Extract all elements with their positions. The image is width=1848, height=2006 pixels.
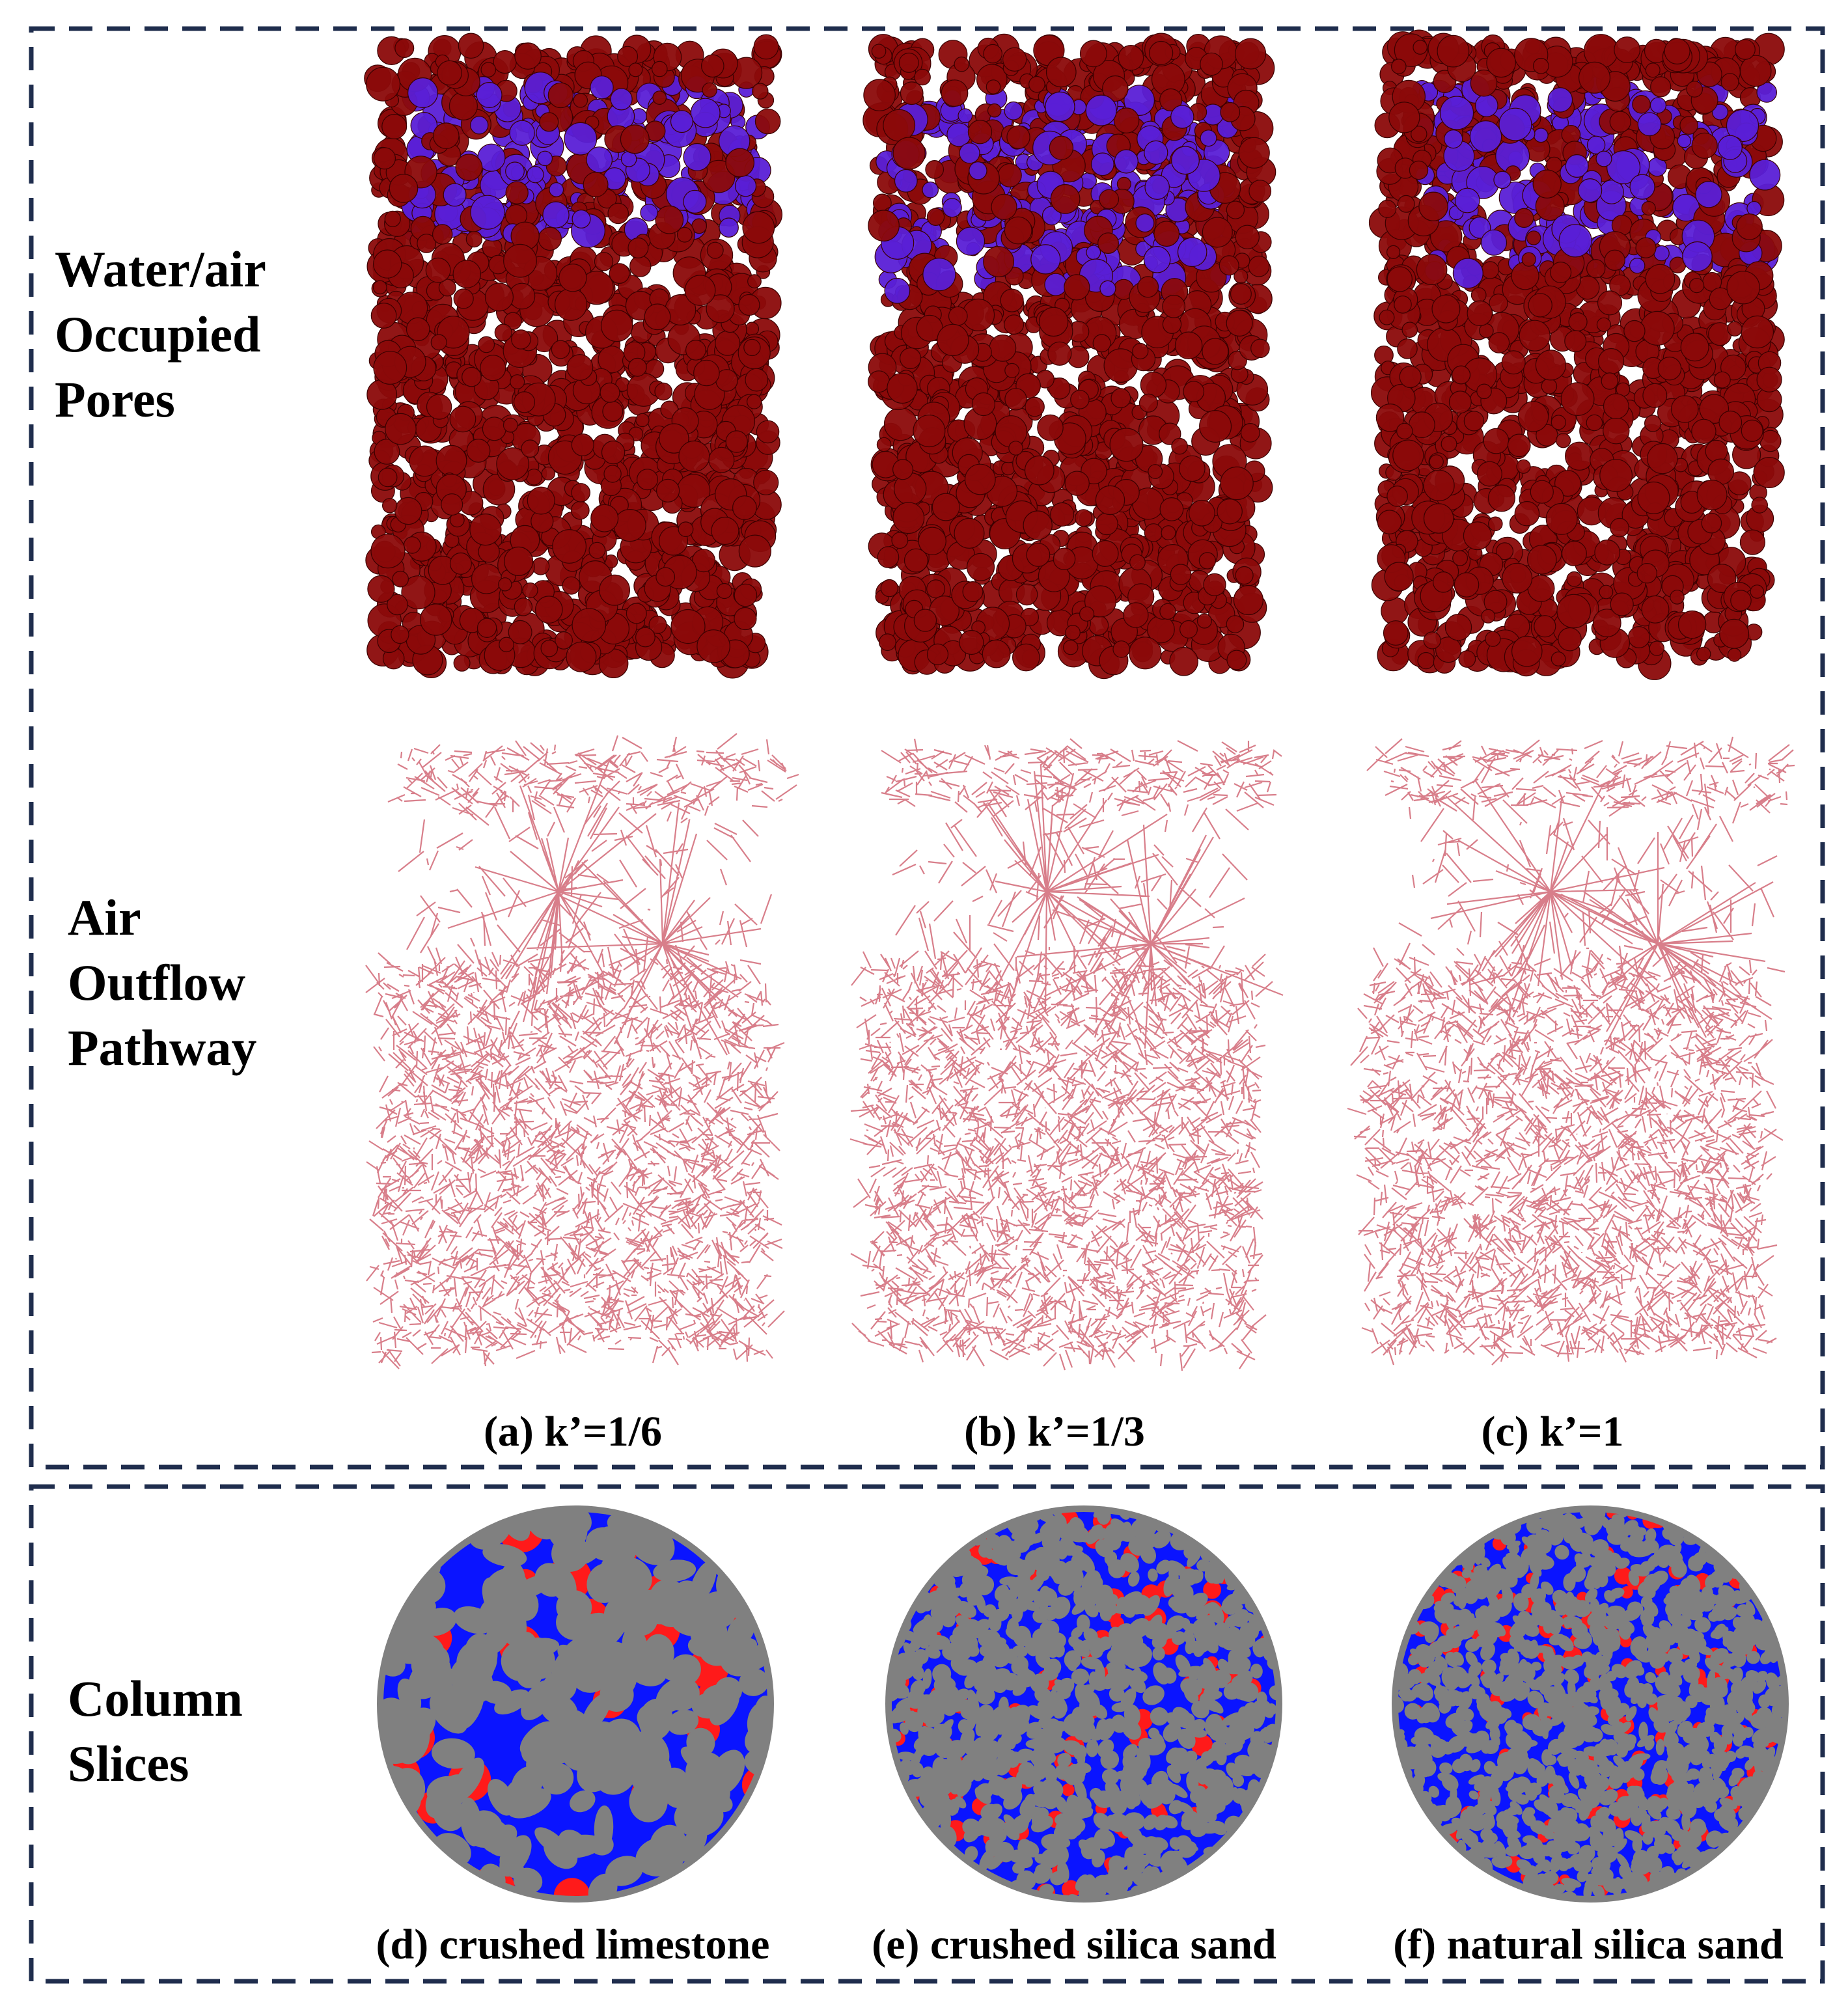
caption-b: (b) k’=1/3 [964,1408,1145,1455]
top-panel-frame [29,26,1825,1470]
pore-renderings [364,29,1785,680]
pathway-renderings [365,733,1795,1371]
row-label-pores-line1: Water/air [55,241,266,297]
row-label-pathway: Air Outflow Pathway [68,885,256,1080]
column-slice-3 [1395,1509,1786,1899]
column-slice-rim-2 [885,1505,1282,1903]
row-label-pathway-line1: Air [68,889,141,946]
pathway-network-1 [365,733,799,1369]
row-label-pores: Water/air Occupied Pores [55,237,266,432]
pore-column-1 [364,33,782,679]
column-slice-rim-1 [377,1505,774,1903]
pathway-network-2 [849,738,1284,1371]
row-label-slices-line1: Column [68,1670,243,1727]
caption-e: (e) crushed silica sand [872,1921,1276,1968]
row-label-slices-line2: Slices [68,1735,189,1792]
row-label-pores-line3: Pores [55,371,175,428]
pathway-network-3 [1347,736,1795,1366]
row-label-slices: Column Slices [68,1666,243,1796]
caption-f: (f) natural silica sand [1393,1921,1784,1968]
column-slice-images [377,1505,1789,1903]
column-slice-2 [889,1509,1279,1899]
caption-c: (c) k’=1 [1481,1408,1624,1455]
pore-column-3 [1368,29,1785,680]
bottom-panel-frame [29,1484,1825,1984]
caption-d: (d) crushed limestone [376,1921,770,1968]
row-label-pathway-line3: Pathway [68,1019,257,1076]
pore-column-2 [862,33,1276,680]
column-slice-rim-3 [1392,1505,1789,1903]
caption-a: (a) k’=1/6 [483,1408,663,1455]
row-label-pores-line2: Occupied [55,306,261,363]
column-slice-1 [380,1509,771,1899]
row-label-pathway-line2: Outflow [68,954,245,1011]
